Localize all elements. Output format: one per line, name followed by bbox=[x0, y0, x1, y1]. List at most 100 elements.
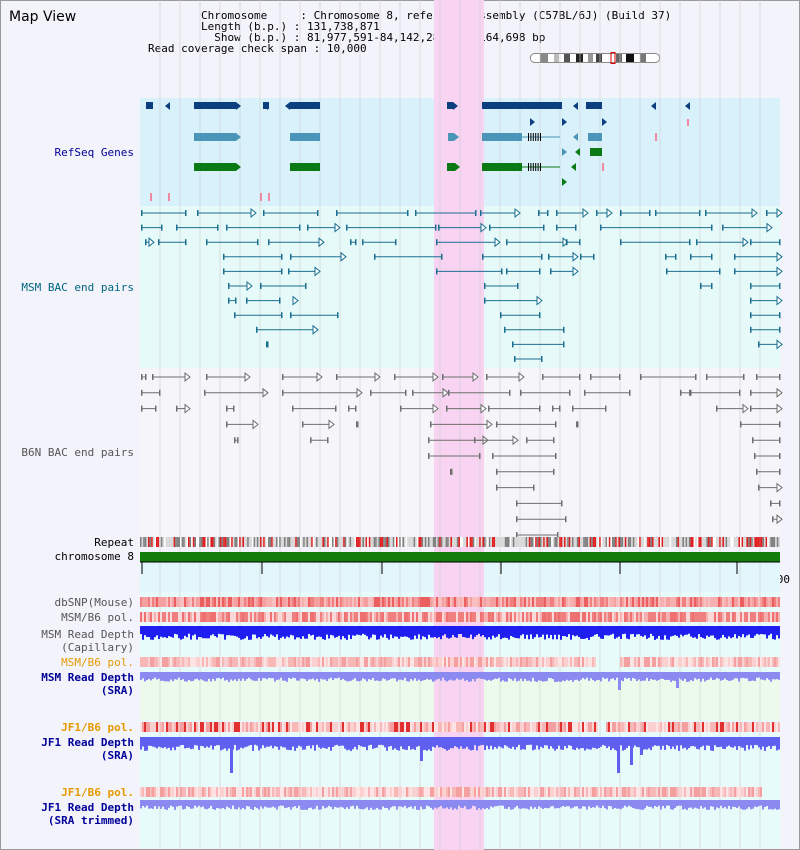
heat-cell bbox=[344, 612, 346, 622]
heat-cell bbox=[498, 657, 500, 667]
track-label-dbsnp[interactable]: dbSNP(Mouse) bbox=[54, 596, 134, 609]
heat-cell bbox=[570, 787, 572, 797]
heat-cell bbox=[658, 787, 660, 797]
heat-cell bbox=[460, 612, 462, 622]
depth-bar bbox=[144, 626, 146, 636]
depth-bar bbox=[318, 800, 320, 810]
heat-cell bbox=[598, 612, 600, 622]
depth-bar bbox=[686, 672, 688, 682]
bac-end bbox=[696, 239, 698, 246]
repeat-mark bbox=[568, 537, 571, 547]
repeat-mark bbox=[650, 537, 652, 547]
depth-bar bbox=[216, 737, 218, 746]
heat-cell bbox=[232, 722, 234, 732]
depth-bar bbox=[150, 672, 152, 681]
repeat-mark bbox=[269, 537, 272, 547]
heat-cell bbox=[178, 787, 180, 797]
heat-cell bbox=[546, 657, 548, 667]
track-label-jf1-depth-sra[interactable]: JF1 Read Depth (SRA) bbox=[41, 736, 134, 762]
depth-bar bbox=[580, 672, 582, 680]
track-label-msm-b6-pol-1[interactable]: MSM/B6 pol. bbox=[61, 611, 134, 624]
chromosome-ideogram[interactable] bbox=[530, 52, 660, 64]
depth-bar bbox=[408, 800, 410, 808]
track-label-msm-bac[interactable]: MSM BAC end pairs bbox=[21, 281, 134, 294]
depth-bar bbox=[198, 800, 200, 806]
depth-bar bbox=[662, 800, 664, 806]
track-label-msm-depth-sra[interactable]: MSM Read Depth (SRA) bbox=[41, 671, 134, 697]
depth-bar bbox=[324, 626, 326, 640]
heat-cell bbox=[750, 597, 752, 607]
depth-bar bbox=[770, 626, 772, 634]
depth-bar bbox=[766, 626, 768, 639]
bac-end bbox=[204, 389, 206, 396]
depth-bar bbox=[710, 800, 712, 807]
heat-cell bbox=[266, 597, 268, 607]
depth-bar bbox=[386, 626, 388, 638]
repeat-mark bbox=[660, 537, 662, 547]
depth-bar bbox=[692, 737, 694, 747]
arrow-right bbox=[530, 118, 535, 126]
track-label-msm-b6-pol-2[interactable]: MSM/B6 pol. bbox=[61, 656, 134, 669]
depth-bar bbox=[678, 626, 680, 638]
heat-cell bbox=[748, 657, 750, 667]
depth-bar bbox=[530, 626, 532, 635]
heat-cell bbox=[526, 597, 528, 607]
track-label-refseq[interactable]: RefSeq Genes bbox=[54, 146, 134, 159]
depth-spike bbox=[230, 737, 233, 773]
depth-bar bbox=[222, 737, 224, 750]
heat-cell bbox=[450, 612, 452, 622]
heat-cell bbox=[262, 597, 264, 607]
heat-cell bbox=[612, 722, 614, 732]
heat-cell bbox=[560, 787, 562, 797]
bac-end bbox=[290, 312, 292, 319]
depth-bar bbox=[510, 737, 512, 749]
gene-block bbox=[290, 163, 320, 171]
repeat-mark bbox=[536, 537, 539, 547]
repeat-mark bbox=[405, 537, 408, 547]
bac-end bbox=[543, 224, 545, 231]
depth-bar bbox=[726, 672, 728, 681]
repeat-mark bbox=[492, 537, 494, 547]
bac-end bbox=[742, 403, 749, 414]
depth-bar bbox=[450, 800, 452, 808]
depth-bar bbox=[666, 800, 668, 806]
depth-bar bbox=[382, 626, 384, 638]
track-label-chromosome[interactable]: chromosome 8 bbox=[54, 550, 134, 563]
depth-bar bbox=[388, 737, 390, 747]
repeat-mark bbox=[560, 537, 563, 547]
repeat-mark bbox=[157, 537, 160, 547]
heat-cell bbox=[518, 657, 520, 667]
depth-bar bbox=[708, 672, 710, 680]
depth-bar bbox=[332, 672, 334, 681]
heat-cell bbox=[298, 722, 300, 732]
track-label-repeat[interactable]: Repeat bbox=[94, 536, 134, 549]
repeat-mark bbox=[410, 537, 412, 547]
heat-cell bbox=[320, 597, 322, 607]
depth-bar bbox=[560, 737, 562, 750]
depth-bar bbox=[696, 737, 698, 749]
depth-bar bbox=[360, 800, 362, 810]
depth-bar bbox=[480, 672, 482, 679]
heat-cell bbox=[552, 597, 554, 607]
heat-cell bbox=[422, 657, 424, 667]
heat-cell bbox=[330, 597, 332, 607]
depth-bar bbox=[540, 672, 542, 681]
depth-bar bbox=[700, 737, 702, 748]
track-label-jf1-b6-pol-1[interactable]: JF1/B6 pol. bbox=[61, 721, 134, 734]
track-label-jf1-b6-pol-2[interactable]: JF1/B6 pol. bbox=[61, 786, 134, 799]
heat-cell bbox=[266, 722, 268, 732]
heat-cell bbox=[678, 612, 680, 622]
repeat-mark bbox=[343, 537, 345, 547]
heat-cell bbox=[676, 612, 678, 622]
track-label-jf1-depth-trim[interactable]: JF1 Read Depth (SRA trimmed) bbox=[41, 801, 134, 827]
bac-end bbox=[479, 453, 481, 459]
heat-cell bbox=[696, 657, 698, 667]
repeat-mark bbox=[143, 537, 145, 547]
heat-cell bbox=[222, 657, 224, 667]
track-label-msm-depth-cap[interactable]: MSM Read Depth (Capillary) bbox=[41, 628, 134, 654]
depth-bar bbox=[444, 737, 446, 750]
track-label-b6n-bac[interactable]: B6N BAC end pairs bbox=[21, 446, 134, 459]
heat-cell bbox=[172, 597, 174, 607]
depth-bar bbox=[170, 626, 172, 637]
